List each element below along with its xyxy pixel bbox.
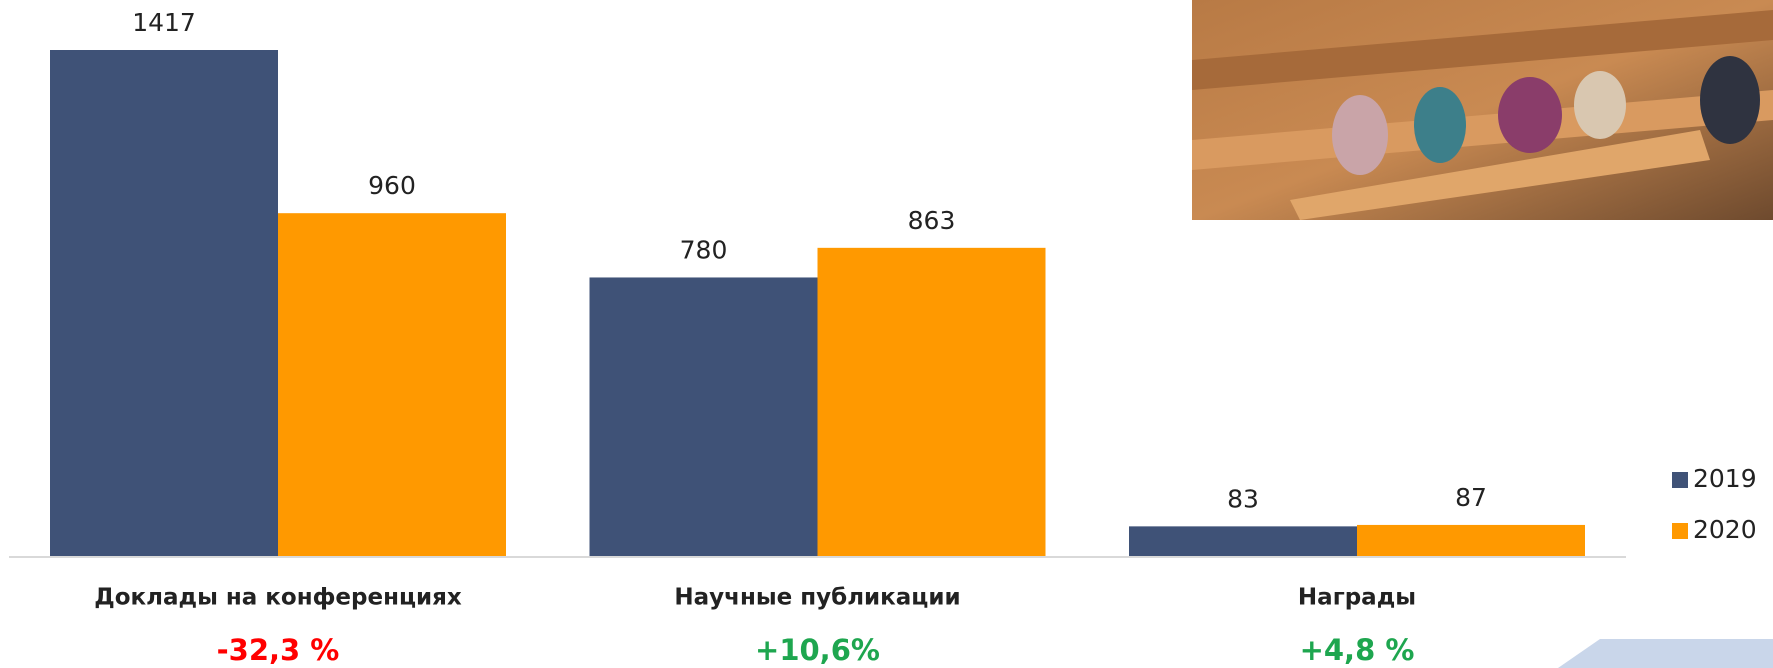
category-label: Доклады на конференциях bbox=[94, 585, 462, 611]
value-label: 960 bbox=[368, 171, 416, 200]
category-label: Награды bbox=[1298, 585, 1416, 611]
category-label: Научные публикации bbox=[674, 585, 960, 611]
bar bbox=[590, 277, 818, 556]
bar bbox=[1129, 526, 1357, 556]
bar bbox=[818, 248, 1046, 556]
decor-shape bbox=[1558, 639, 1773, 668]
page: 1417 960 Доклады на конференциях -32,3 % 780… bbox=[0, 0, 1773, 668]
change-label: -32,3 % bbox=[217, 633, 340, 667]
bar bbox=[1357, 525, 1585, 556]
value-label: 1417 bbox=[132, 8, 196, 37]
change-label: +10,6% bbox=[755, 633, 880, 667]
value-label: 863 bbox=[908, 206, 956, 235]
bar bbox=[278, 213, 506, 556]
change-label: +4,8 % bbox=[1300, 633, 1415, 667]
chart: 1417 960 Доклады на конференциях -32,3 % 780… bbox=[0, 0, 1773, 668]
bar bbox=[50, 50, 278, 556]
legend-label: 2020 bbox=[1693, 515, 1757, 544]
legend-swatch bbox=[1672, 523, 1688, 539]
value-label: 87 bbox=[1455, 483, 1487, 512]
value-label: 83 bbox=[1227, 484, 1259, 513]
legend-label: 2019 bbox=[1693, 464, 1757, 493]
value-label: 780 bbox=[680, 235, 728, 264]
legend-swatch bbox=[1672, 472, 1688, 488]
photo bbox=[1192, 0, 1773, 220]
